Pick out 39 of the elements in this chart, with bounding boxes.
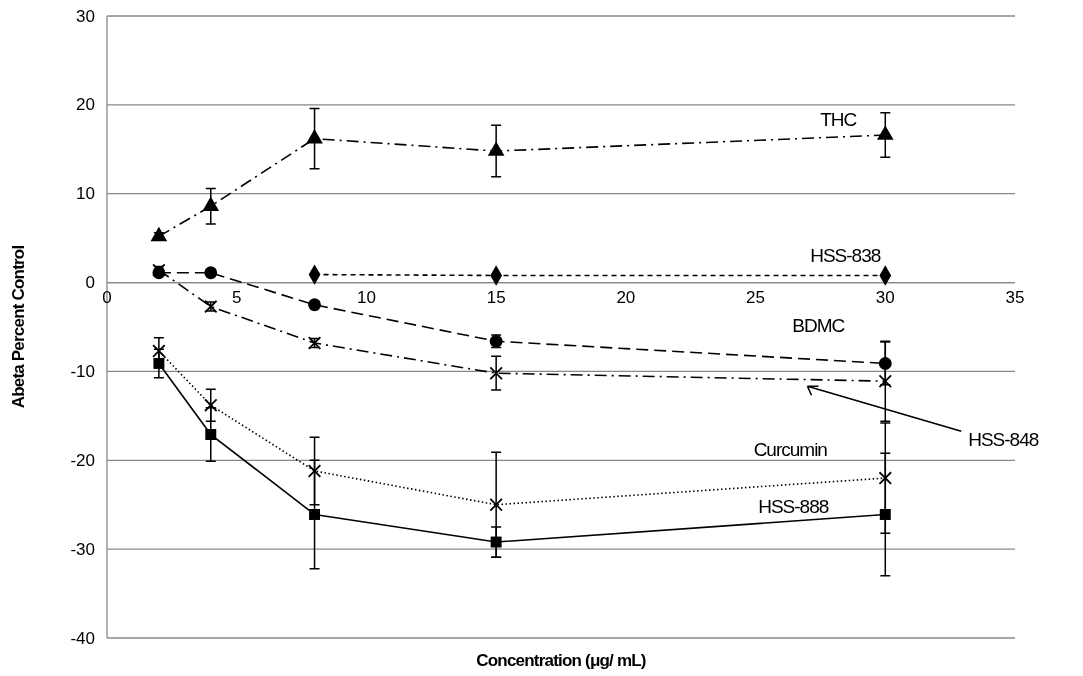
point (307, 464, 322, 478)
text: HSS-848 (968, 428, 1039, 450)
y-tick-label: -30 (70, 539, 95, 559)
point (153, 357, 165, 369)
x-tick-label: 25 (746, 287, 766, 307)
point (878, 374, 892, 388)
y-tick-label: -40 (70, 628, 95, 648)
y-tick-label: 0 (85, 273, 95, 293)
point (879, 509, 891, 520)
x-tick-label: 10 (356, 287, 376, 307)
y-tick-label: 20 (76, 95, 95, 115)
point (309, 509, 321, 520)
point (489, 498, 503, 512)
y-axis-title: Abeta Percent Control (9, 245, 28, 409)
y-tick-label: 30 (76, 6, 95, 26)
point (306, 129, 323, 144)
series-label: HSS-838 (810, 244, 881, 266)
x-tick-label: 35 (1005, 287, 1025, 307)
point (490, 536, 502, 548)
x-tick-label: 20 (616, 287, 636, 307)
x-tick-label: 5 (231, 287, 242, 307)
point (152, 344, 166, 358)
x-tick-label: 30 (875, 287, 895, 307)
point (489, 366, 503, 380)
point (205, 429, 217, 440)
point (878, 471, 892, 485)
y-tick-label: -20 (70, 450, 95, 470)
point (308, 298, 321, 312)
point (204, 398, 218, 412)
x-tick-label: 15 (486, 287, 506, 307)
x-axis-title: Concentration (μg/ mL) (476, 651, 646, 670)
series-label: BDMC (792, 314, 845, 336)
y-tick-label: 10 (76, 184, 95, 204)
point (204, 266, 218, 280)
series-label: HSS-888 (758, 495, 829, 517)
x-tick-label: 0 (102, 287, 112, 307)
series-label: Curcumin (753, 438, 828, 460)
y-tick-label: -10 (70, 361, 95, 381)
series-label: THC (820, 108, 857, 130)
